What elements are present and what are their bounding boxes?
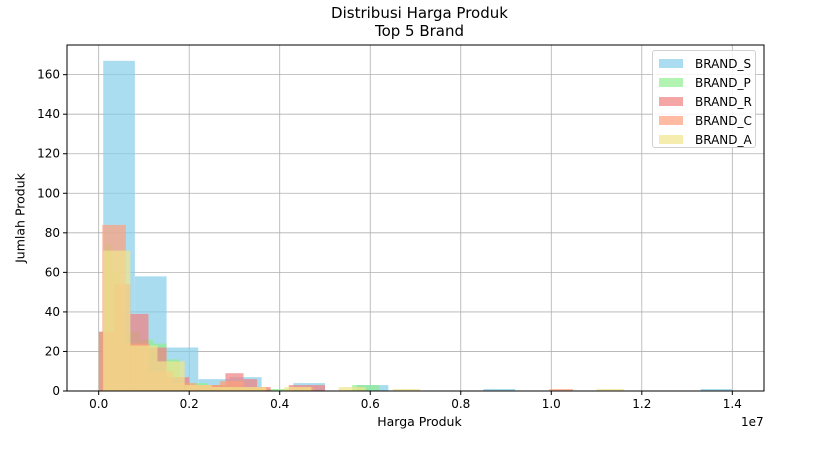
y-axis-label: Jumlah Produk [12, 173, 28, 263]
legend-swatch [659, 59, 683, 68]
legend-item: BRAND_P [659, 73, 755, 92]
y-tick-label: 60 [45, 265, 60, 279]
legend-item: BRAND_A [659, 130, 755, 149]
histogram-bar [184, 385, 212, 391]
legend-swatch [659, 135, 683, 144]
legend-item: BRAND_R [659, 92, 755, 111]
histogram-bar [103, 250, 131, 391]
histogram-bar [483, 389, 516, 391]
y-tick-label: 120 [37, 147, 60, 161]
series-brand-a [103, 250, 624, 391]
histogram-bar [219, 381, 244, 391]
legend-label: BRAND_A [695, 132, 752, 147]
legend-label: BRAND_R [695, 94, 752, 109]
y-tick-label: 100 [37, 186, 60, 200]
legend-label: BRAND_C [695, 113, 752, 128]
histogram-bar [261, 389, 289, 391]
chart-legend: BRAND_S BRAND_P BRAND_R BRAND_C BRAND_A [652, 50, 756, 148]
legend-label: BRAND_P [695, 75, 751, 90]
histogram-bar [338, 387, 366, 391]
y-tick-label: 160 [37, 68, 60, 82]
x-axis-label: Harga Produk [377, 414, 462, 429]
histogram-bar [157, 361, 185, 391]
histogram-bar [284, 387, 312, 391]
legend-swatch [659, 78, 683, 87]
y-tick-label: 0 [52, 384, 60, 398]
x-tick-label: 0.4 [270, 397, 289, 411]
histogram-bar [243, 379, 258, 391]
y-tick-label: 140 [37, 107, 60, 121]
legend-label: BRAND_S [695, 56, 752, 71]
histogram-bar [392, 389, 421, 391]
legend-item: BRAND_C [659, 111, 755, 130]
histogram-bar [238, 387, 267, 391]
chart-title: Distribusi Harga Produk [331, 4, 508, 22]
x-tick-label: 0.2 [180, 397, 199, 411]
histogram-bar [596, 389, 624, 391]
histogram-bar [549, 389, 574, 391]
x-tick-label: 0.0 [89, 397, 108, 411]
y-tick-label: 40 [45, 305, 60, 319]
x-axis-offset-label: 1e7 [741, 415, 764, 429]
histogram-bar [211, 387, 239, 391]
series-brand-s [103, 60, 733, 392]
y-tick-label: 80 [45, 226, 60, 240]
x-tick-label: 1.0 [542, 397, 561, 411]
chart-subtitle: Top 5 Brand [374, 22, 465, 40]
y-tick-label: 20 [45, 344, 60, 358]
legend-swatch [659, 97, 683, 106]
x-tick-label: 0.8 [451, 397, 470, 411]
histogram-bar [700, 389, 733, 391]
legend-item: BRAND_S [659, 54, 755, 73]
x-tick-label: 1.2 [632, 397, 651, 411]
x-tick-label: 1.4 [723, 397, 742, 411]
histogram-bar [130, 345, 158, 391]
x-tick-label: 0.6 [361, 397, 380, 411]
legend-swatch [659, 116, 683, 125]
plot-frame [66, 44, 765, 392]
